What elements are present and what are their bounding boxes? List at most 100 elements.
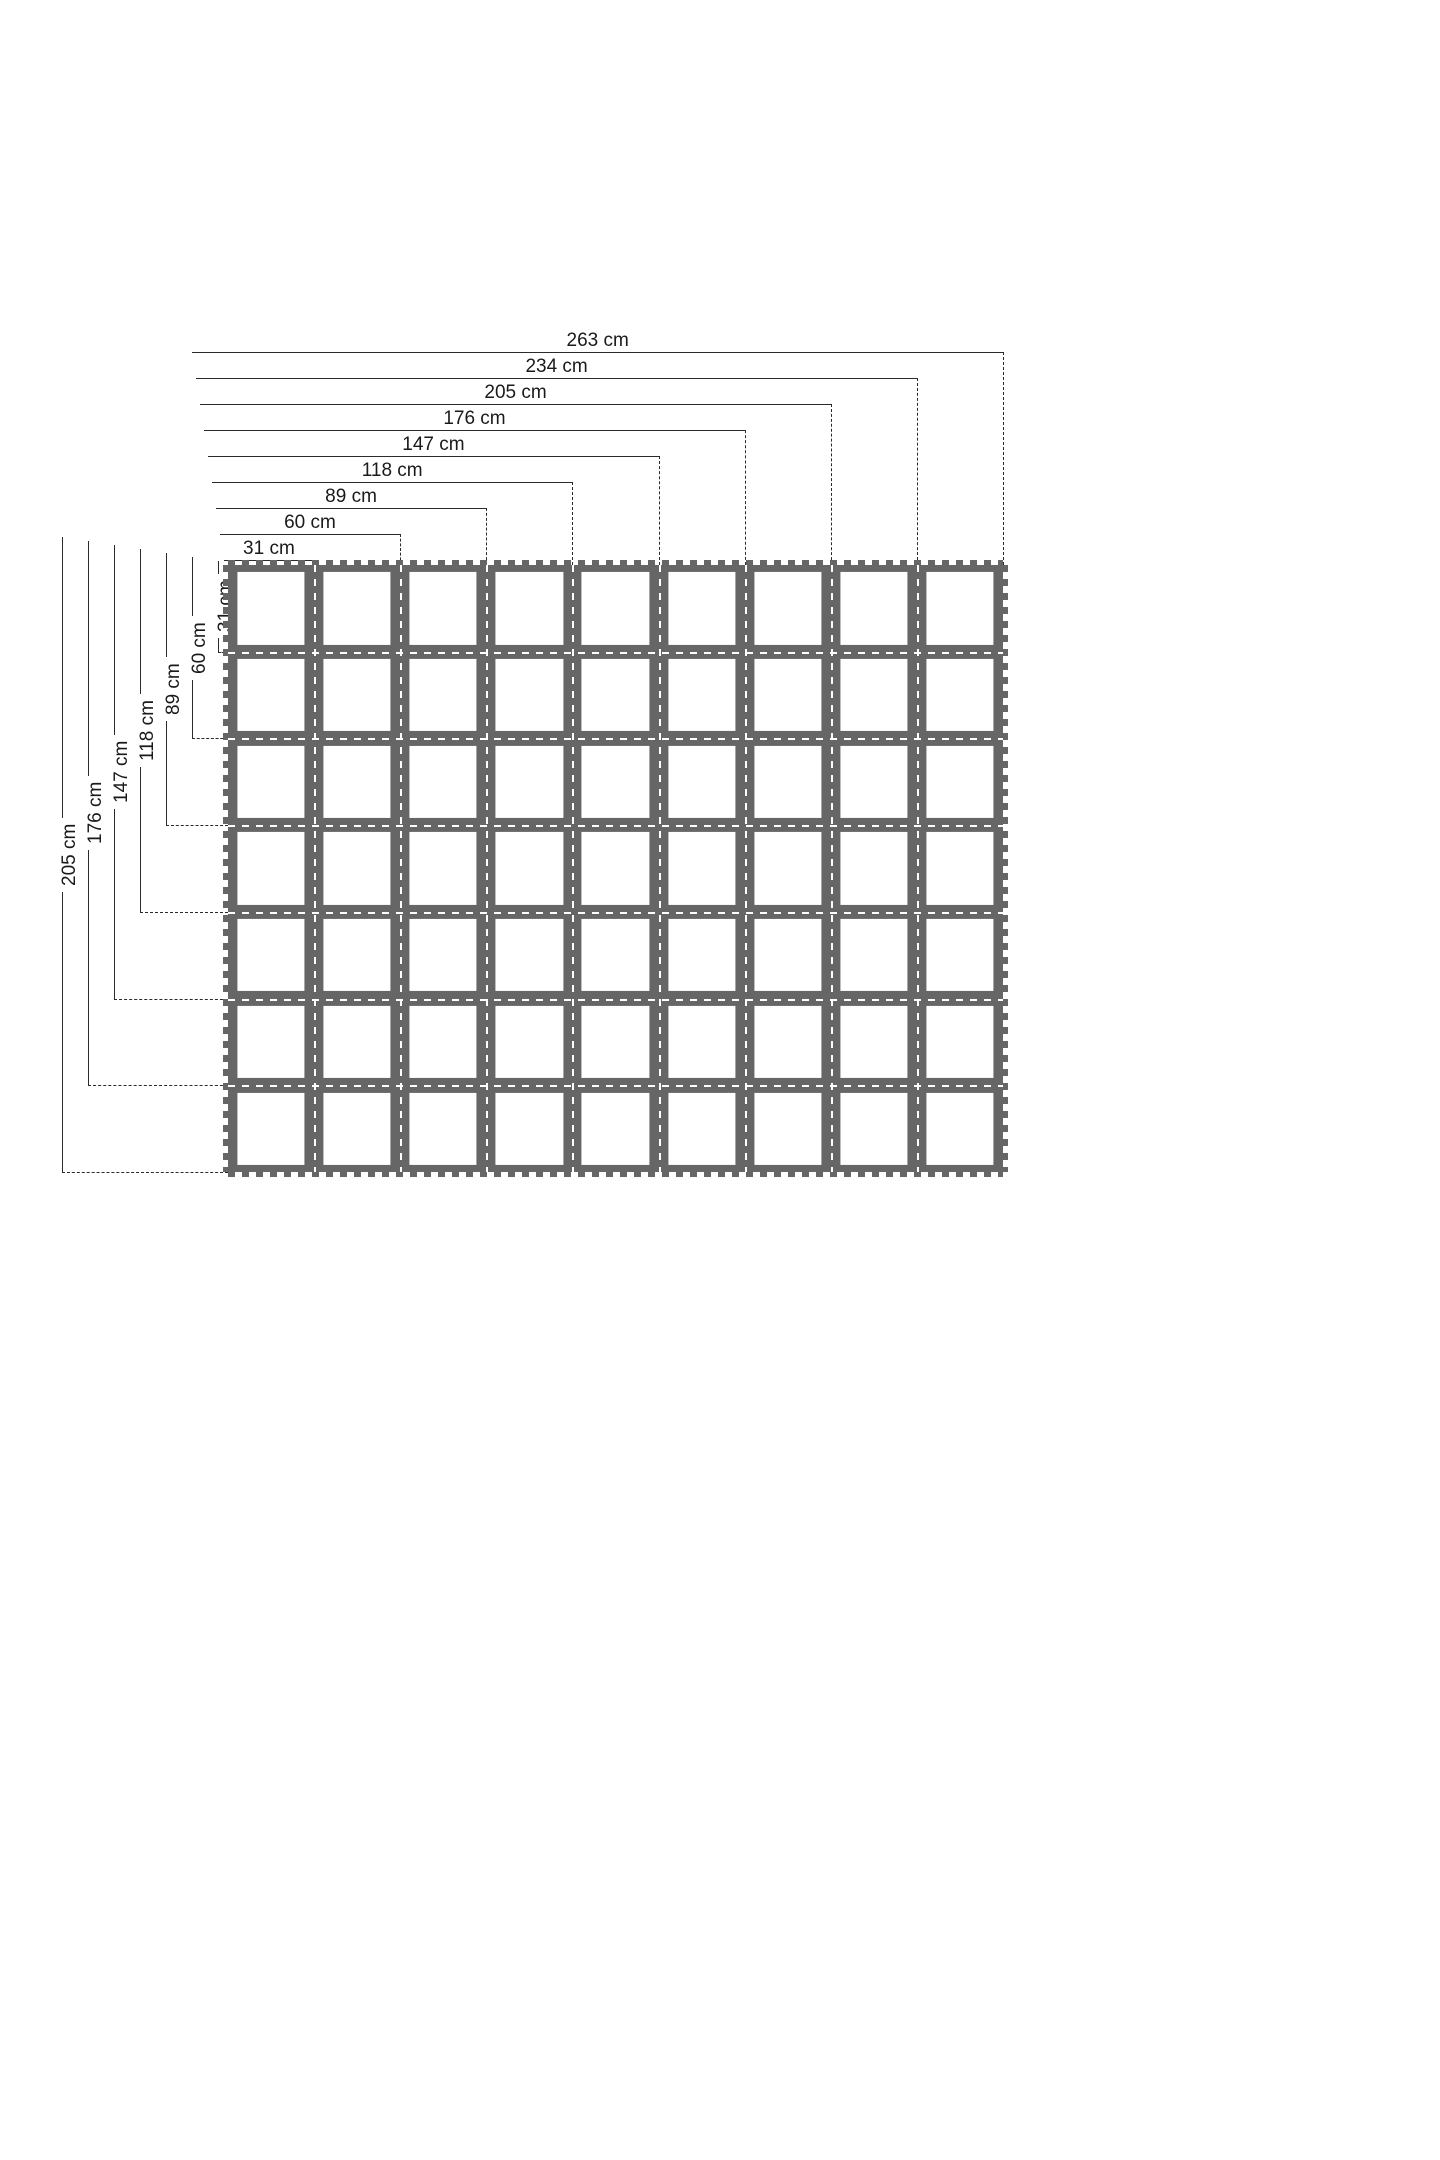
tile-seam bbox=[690, 1085, 697, 1087]
star-icon bbox=[495, 745, 563, 818]
tile-seam bbox=[400, 747, 402, 754]
tile-seam bbox=[831, 747, 833, 754]
tile-seam bbox=[676, 738, 683, 740]
mat-edge-tooth bbox=[480, 1172, 487, 1177]
tile-seam bbox=[831, 621, 833, 628]
tile-seam bbox=[606, 738, 613, 740]
tile-seam bbox=[914, 912, 921, 914]
mat-edge-tooth bbox=[1003, 663, 1008, 670]
tile-seam bbox=[572, 747, 574, 754]
tile-seam bbox=[228, 912, 235, 914]
tile-seam bbox=[620, 912, 627, 914]
mat-edge-tooth bbox=[648, 560, 655, 565]
tile-seam bbox=[592, 999, 599, 1001]
mat-edge-tooth bbox=[592, 560, 599, 565]
tile-seam bbox=[486, 677, 488, 684]
tile-seam bbox=[917, 1013, 919, 1020]
tile-seam bbox=[486, 691, 488, 698]
star-icon bbox=[409, 1092, 477, 1165]
tile-seam bbox=[314, 761, 316, 768]
tile-seam bbox=[732, 1085, 739, 1087]
tile-seam bbox=[228, 738, 235, 740]
tile-seam bbox=[486, 1069, 488, 1076]
tile-seam bbox=[662, 999, 669, 1001]
tile-seam bbox=[256, 738, 263, 740]
tile-seam bbox=[578, 652, 585, 654]
mat-edge-tooth bbox=[1003, 901, 1008, 908]
tile-seam bbox=[486, 845, 488, 852]
tile-seam bbox=[572, 733, 574, 740]
tile-seam bbox=[917, 579, 919, 586]
mat-edge-tooth bbox=[223, 775, 228, 782]
tile-seam bbox=[486, 705, 488, 712]
mat-edge-tooth bbox=[223, 1069, 228, 1076]
tile-seam bbox=[396, 738, 403, 740]
tile-seam bbox=[774, 652, 781, 654]
mat-edge-tooth bbox=[1003, 649, 1008, 656]
tile-seam bbox=[400, 1069, 402, 1076]
mat-tile bbox=[744, 1085, 831, 1172]
mat-edge-tooth bbox=[690, 1172, 697, 1177]
tile-seam bbox=[788, 738, 795, 740]
dimension-extension-line bbox=[62, 1172, 228, 1173]
star-icon bbox=[237, 572, 305, 645]
star-icon bbox=[754, 658, 822, 732]
tile-seam bbox=[572, 873, 574, 880]
mat-edge-tooth bbox=[223, 1055, 228, 1062]
mat-edge-tooth bbox=[886, 560, 893, 565]
tile-seam bbox=[718, 999, 725, 1001]
tile-seam bbox=[256, 912, 263, 914]
tile-seam bbox=[424, 999, 431, 1001]
mat-edge-tooth bbox=[1003, 943, 1008, 950]
tile-seam bbox=[886, 999, 893, 1001]
tile-seam bbox=[284, 825, 291, 827]
mat-edge-tooth bbox=[746, 560, 753, 565]
tile-seam bbox=[914, 652, 921, 654]
tile-seam bbox=[760, 912, 767, 914]
mat-tile bbox=[572, 911, 659, 999]
tile-seam bbox=[732, 652, 739, 654]
mat-tile bbox=[916, 738, 1003, 826]
star-icon bbox=[237, 832, 305, 905]
mat-edge-tooth bbox=[676, 560, 683, 565]
tile-seam bbox=[917, 635, 919, 642]
tile-seam bbox=[400, 845, 402, 852]
mat-tile bbox=[744, 651, 831, 739]
mat-edge-tooth bbox=[223, 1027, 228, 1034]
tile-seam bbox=[831, 971, 833, 978]
tile-seam bbox=[314, 887, 316, 894]
tile-seam bbox=[572, 817, 574, 824]
tile-seam bbox=[872, 738, 879, 740]
mat-tile bbox=[916, 911, 1003, 999]
tile-seam bbox=[662, 825, 669, 827]
tile-seam bbox=[486, 929, 488, 936]
tile-seam bbox=[659, 1069, 661, 1076]
mat-edge-tooth bbox=[223, 845, 228, 852]
tile-seam bbox=[745, 635, 747, 642]
tile-seam bbox=[314, 1013, 316, 1020]
mat-edge-tooth bbox=[984, 1172, 991, 1177]
tile-seam bbox=[572, 663, 574, 670]
mat-edge-tooth bbox=[1003, 1013, 1008, 1020]
tile-seam bbox=[760, 999, 767, 1001]
mat-tile bbox=[572, 1085, 659, 1172]
mat-edge-tooth bbox=[284, 560, 291, 565]
tile-seam bbox=[745, 873, 747, 880]
tile-seam bbox=[400, 579, 402, 586]
mat-edge-tooth bbox=[1003, 887, 1008, 894]
mat-edge-tooth bbox=[494, 560, 501, 565]
tile-seam bbox=[410, 912, 417, 914]
tile-seam bbox=[572, 635, 574, 642]
mat-edge-tooth bbox=[634, 1172, 641, 1177]
tile-seam bbox=[942, 999, 949, 1001]
tile-seam bbox=[270, 652, 277, 654]
tile-seam bbox=[917, 985, 919, 992]
tile-seam bbox=[400, 803, 402, 810]
mat-edge-tooth bbox=[1003, 621, 1008, 628]
mat-edge-tooth bbox=[312, 560, 319, 565]
tile-seam bbox=[984, 912, 991, 914]
mat-edge-tooth bbox=[223, 1125, 228, 1132]
mat-tile bbox=[572, 738, 659, 826]
tile-seam bbox=[659, 845, 661, 852]
tile-seam bbox=[298, 652, 305, 654]
